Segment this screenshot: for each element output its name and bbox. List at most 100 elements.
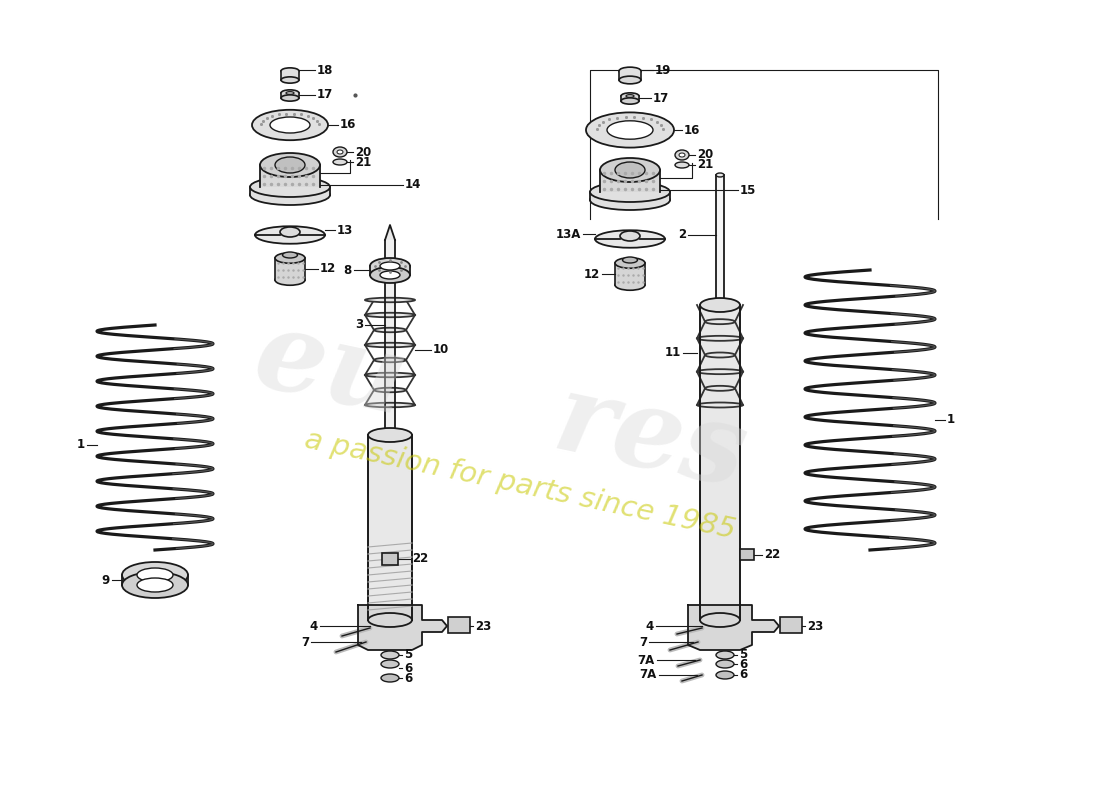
- Ellipse shape: [368, 428, 412, 442]
- Bar: [368, 435, 412, 620]
- Ellipse shape: [286, 91, 294, 94]
- Text: 7A: 7A: [640, 669, 657, 682]
- Text: 6: 6: [404, 662, 412, 674]
- Text: 15: 15: [740, 183, 757, 197]
- Text: 14: 14: [405, 178, 421, 191]
- Text: 17: 17: [317, 89, 333, 102]
- Polygon shape: [358, 605, 447, 650]
- Ellipse shape: [333, 147, 346, 157]
- Text: 5: 5: [739, 649, 747, 662]
- Bar: [615, 263, 645, 285]
- Ellipse shape: [716, 660, 734, 668]
- Text: 9: 9: [101, 574, 110, 586]
- Text: 6: 6: [404, 671, 412, 685]
- Ellipse shape: [365, 342, 415, 347]
- Ellipse shape: [374, 388, 406, 392]
- Ellipse shape: [280, 77, 299, 83]
- Bar: [280, 71, 299, 80]
- Text: 22: 22: [412, 553, 428, 566]
- Ellipse shape: [379, 271, 400, 279]
- Ellipse shape: [615, 258, 645, 268]
- Ellipse shape: [626, 94, 634, 98]
- Ellipse shape: [275, 253, 305, 263]
- Ellipse shape: [280, 68, 299, 74]
- Ellipse shape: [250, 185, 330, 205]
- Text: 8: 8: [343, 263, 352, 277]
- Ellipse shape: [619, 76, 641, 84]
- Ellipse shape: [697, 402, 742, 407]
- Ellipse shape: [595, 230, 666, 248]
- Text: 11: 11: [664, 346, 681, 359]
- Ellipse shape: [365, 402, 415, 407]
- Text: 20: 20: [355, 146, 372, 158]
- Text: 1: 1: [947, 414, 955, 426]
- Ellipse shape: [619, 67, 641, 75]
- Ellipse shape: [122, 572, 188, 598]
- Text: 21: 21: [355, 155, 372, 169]
- Bar: [716, 175, 724, 305]
- Bar: [590, 192, 670, 200]
- Ellipse shape: [381, 674, 399, 682]
- Ellipse shape: [621, 93, 639, 99]
- Text: 23: 23: [475, 619, 492, 633]
- Ellipse shape: [590, 182, 670, 202]
- Bar: [740, 549, 754, 560]
- Text: 17: 17: [653, 91, 669, 105]
- Ellipse shape: [365, 313, 415, 318]
- Ellipse shape: [260, 153, 320, 177]
- Polygon shape: [385, 225, 395, 240]
- Ellipse shape: [586, 112, 674, 147]
- Ellipse shape: [590, 190, 670, 210]
- Ellipse shape: [675, 162, 689, 168]
- Ellipse shape: [623, 257, 638, 263]
- Bar: [385, 240, 395, 435]
- Polygon shape: [688, 605, 779, 650]
- Ellipse shape: [365, 373, 415, 378]
- Ellipse shape: [374, 328, 406, 332]
- Ellipse shape: [381, 651, 399, 659]
- Text: 10: 10: [433, 343, 449, 357]
- Text: 22: 22: [764, 549, 780, 562]
- Bar: [250, 187, 330, 195]
- Text: eu    res: eu res: [245, 301, 755, 510]
- Ellipse shape: [705, 302, 735, 307]
- Ellipse shape: [270, 117, 310, 133]
- Text: 6: 6: [739, 658, 747, 670]
- Ellipse shape: [716, 671, 734, 679]
- Text: 20: 20: [697, 149, 713, 162]
- Bar: [619, 71, 641, 80]
- Text: 6: 6: [739, 669, 747, 682]
- Text: 4: 4: [310, 619, 318, 633]
- Bar: [621, 96, 639, 101]
- Text: 2: 2: [678, 229, 686, 242]
- Ellipse shape: [255, 226, 324, 244]
- Ellipse shape: [381, 660, 399, 668]
- Ellipse shape: [252, 110, 328, 140]
- Bar: [448, 617, 470, 633]
- Ellipse shape: [280, 90, 299, 96]
- Text: 13: 13: [337, 223, 353, 237]
- Bar: [275, 258, 305, 280]
- Ellipse shape: [700, 613, 740, 627]
- Ellipse shape: [620, 231, 640, 241]
- Ellipse shape: [679, 153, 685, 157]
- Ellipse shape: [280, 95, 299, 101]
- Text: 12: 12: [584, 267, 600, 281]
- Text: 16: 16: [340, 118, 356, 131]
- Ellipse shape: [365, 298, 415, 302]
- Ellipse shape: [615, 162, 645, 178]
- Text: 1: 1: [77, 438, 85, 451]
- Ellipse shape: [337, 150, 343, 154]
- Text: 13A: 13A: [556, 227, 581, 241]
- Ellipse shape: [697, 336, 742, 341]
- Text: 4: 4: [646, 619, 654, 633]
- Text: 7: 7: [639, 635, 647, 649]
- Ellipse shape: [275, 157, 305, 173]
- Ellipse shape: [600, 158, 660, 182]
- Ellipse shape: [716, 651, 734, 659]
- Ellipse shape: [374, 358, 406, 362]
- Bar: [600, 170, 660, 192]
- Ellipse shape: [368, 613, 412, 627]
- Text: 7A: 7A: [638, 654, 654, 666]
- Ellipse shape: [122, 562, 188, 588]
